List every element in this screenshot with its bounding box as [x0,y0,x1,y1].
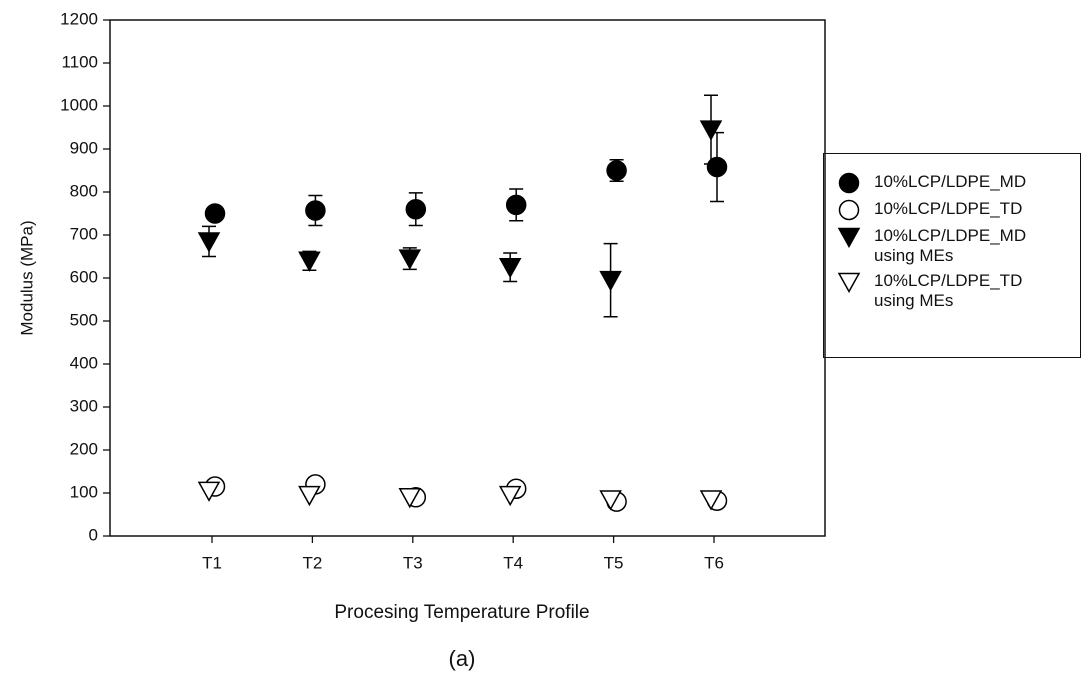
legend-marker [837,272,861,293]
data-point [398,249,422,270]
legend-label: 10%LCP/LDPE_TD using MEs [874,271,1023,310]
data-point [498,485,522,507]
data-point [498,258,522,279]
data-point [298,251,321,272]
x-tick-label: T3 [403,553,423,572]
data-point [505,194,527,216]
data-point [197,481,221,502]
legend-symbol [837,272,861,293]
data-point [398,488,422,509]
y-tick-label: 700 [70,224,98,243]
legend: 10%LCP/LDPE_MD 10%LCP/LDPE_TD 10%LCP/LDPE_… [823,153,1081,358]
plot-frame [109,19,826,537]
y-tick-label: 100 [70,482,98,501]
y-tick-label: 1100 [61,52,98,71]
y-tick-label: 900 [70,138,98,157]
y-tick-label: 800 [70,181,98,200]
x-tick-label: T2 [302,553,322,572]
y-tick-label: 600 [70,267,98,286]
x-tick-label: T6 [704,553,724,572]
y-tick-label: 400 [70,353,98,372]
legend-label: 10%LCP/LDPE_TD [874,199,1023,218]
y-tick-label: 1200 [60,9,98,28]
y-tick-label: 0 [89,525,98,544]
legend-marker [838,172,860,194]
legend-label: 10%LCP/LDPE_MD [874,172,1027,191]
x-tick-label: T4 [503,553,523,572]
legend-entry: 10%LCP/LDPE_TD [836,199,1074,221]
data-point [599,270,622,292]
data-point [298,485,321,507]
legend-entry: 10%LCP/LDPE_MD [836,172,1074,194]
caption: (a) [449,646,476,671]
data-point [204,203,226,224]
legend-entry: 10%LCP/LDPE_TD using MEs [836,271,1074,311]
data-point [197,232,221,253]
data-point [699,120,723,141]
data-point [405,198,427,220]
y-tick-label: 1000 [60,95,98,114]
data-point [699,490,723,511]
legend-symbol [838,172,860,194]
x-tick-label: T1 [202,553,222,572]
y-tick-label: 300 [70,396,98,415]
x-axis-label: Procesing Temperature Profile [334,602,589,623]
y-axis-label: Modulus (MPa) [17,220,36,335]
legend-marker [837,227,861,248]
x-tick-label: T5 [604,553,624,572]
legend-symbol [838,199,860,221]
legend-label: 10%LCP/LDPE_MD using MEs [874,226,1027,265]
y-tick-label: 200 [70,439,98,458]
data-point [599,490,622,511]
y-tick-label: 500 [70,310,98,329]
data-point [706,156,728,178]
legend-marker [838,199,860,221]
legend-entry: 10%LCP/LDPE_MD using MEs [836,226,1074,266]
legend-symbol [837,227,861,248]
data-point [606,160,627,181]
data-point [305,200,326,221]
